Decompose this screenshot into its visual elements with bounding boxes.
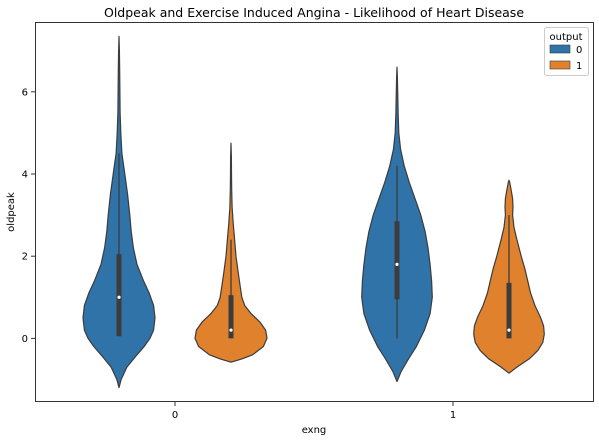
y-tick-label: 2 (22, 252, 28, 263)
chart-title: Oldpeak and Exercise Induced Angina - Li… (104, 5, 524, 20)
y-axis-label: oldpeak (6, 192, 17, 232)
legend-title: output (550, 32, 583, 43)
x-tick-label: 1 (450, 410, 456, 421)
legend-swatch-output-0 (549, 44, 571, 54)
violin-median-dot (507, 328, 511, 332)
violin-output-1-exng-1 (473, 179, 545, 374)
legend-label-output-1: 1 (576, 61, 582, 72)
violin-output-1-exng-0 (194, 142, 268, 363)
x-axis-label: exng (302, 425, 327, 436)
violin-median-dot (395, 262, 399, 266)
legend: output 0 1 (544, 27, 589, 76)
violin-iqr-box (394, 221, 400, 300)
violin-median-dot (229, 328, 233, 332)
violin-iqr-box (228, 295, 234, 339)
legend-swatch-output-1 (549, 60, 571, 70)
violin-iqr-box (506, 282, 512, 339)
plot-frame (35, 22, 594, 402)
y-tick-label: 0 (22, 334, 28, 345)
violin-output-0-exng-1 (361, 66, 433, 383)
legend-label-output-0: 0 (576, 45, 582, 56)
violin-median-dot (117, 295, 121, 299)
x-tick-label: 0 (172, 410, 178, 421)
violin-output-0-exng-0 (82, 35, 156, 389)
y-tick-label: 6 (22, 87, 28, 98)
y-tick-label: 4 (22, 170, 28, 181)
y-axis: 0 2 4 6 (22, 87, 35, 345)
plot-area (82, 35, 545, 389)
violin-iqr-box (116, 254, 122, 337)
